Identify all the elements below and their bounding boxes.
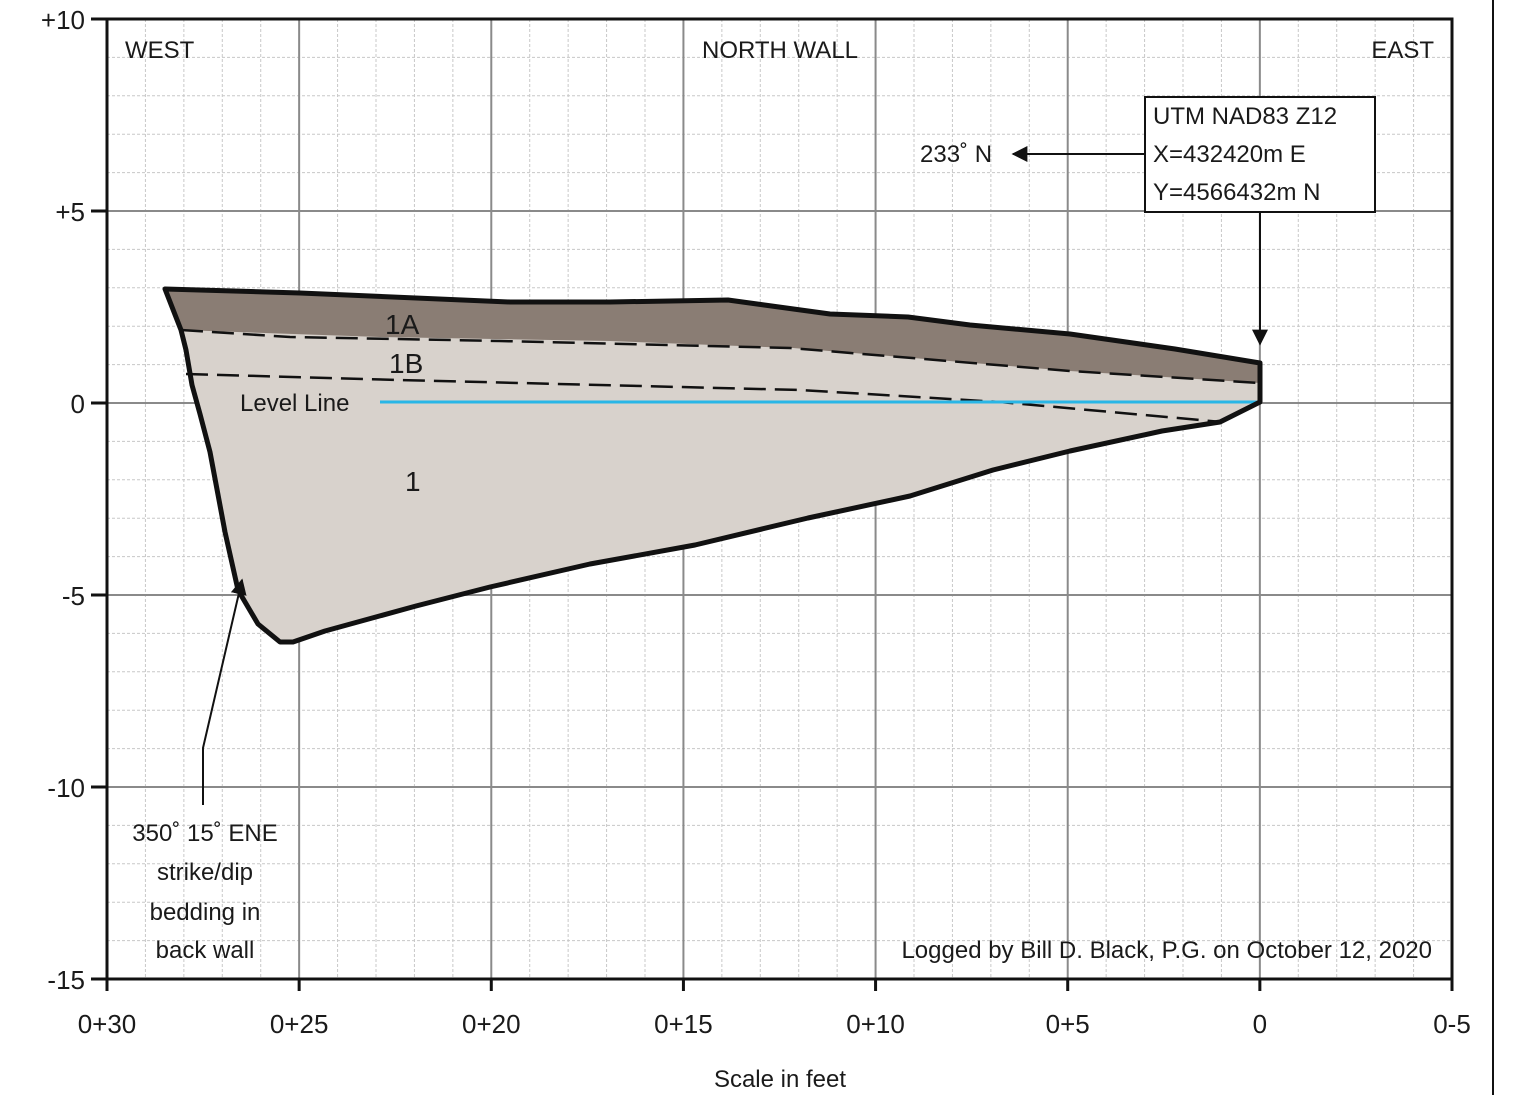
contact-1b-1 <box>185 372 1223 424</box>
unit-1a-label: 1A <box>385 309 420 340</box>
y-tick-label: -5 <box>62 581 85 611</box>
x-tick-label: 0+30 <box>78 1009 137 1039</box>
y-tick-label: -15 <box>47 965 85 995</box>
utm-line-3: Y=4566432m N <box>1153 179 1320 206</box>
y-tick-label: -10 <box>47 773 85 803</box>
logged-by-credit: Logged by Bill D. Black, P.G. on October… <box>901 937 1432 964</box>
unit-1b-label: 1B <box>389 348 423 379</box>
east-label: EAST <box>1371 37 1434 64</box>
west-label: WEST <box>125 37 195 64</box>
utm-line-2: X=432420m E <box>1153 141 1306 168</box>
x-tick-label: 0+5 <box>1046 1009 1090 1039</box>
unit-1a-polygon <box>165 289 1260 383</box>
strike-dip-line-2: strike/dip <box>157 859 253 886</box>
x-tick-label: 0+15 <box>654 1009 713 1039</box>
strike-dip-line-1: 350˚ 15˚ ENE <box>132 820 277 847</box>
trench-outline <box>162 286 1263 645</box>
x-tick-label: 0+10 <box>846 1009 905 1039</box>
y-tick-label: +5 <box>55 197 85 227</box>
bearing-label: 233˚ N <box>920 141 992 168</box>
north-wall-title: NORTH WALL <box>702 37 858 64</box>
unit-1-label: 1 <box>405 466 421 497</box>
x-axis-label: Scale in feet <box>714 1066 846 1093</box>
x-tick-label: 0-5 <box>1433 1009 1471 1039</box>
utm-line-1: UTM NAD83 Z12 <box>1153 103 1337 130</box>
x-axis-ticks: 0+30 0+25 0+20 0+15 0+10 0+5 0 0-5 <box>78 979 1471 1039</box>
strike-dip-leader <box>202 578 247 805</box>
y-tick-label: 0 <box>71 389 85 419</box>
unit-1-polygon <box>165 289 1260 642</box>
y-tick-label: +10 <box>41 5 85 35</box>
x-tick-label: 0+20 <box>462 1009 521 1039</box>
x-tick-label: 0 <box>1253 1009 1267 1039</box>
utm-box <box>1144 96 1376 213</box>
level-line-label: Level Line <box>240 390 349 417</box>
plot-frame <box>105 17 1454 981</box>
strike-dip-line-3: bedding in <box>150 899 261 926</box>
x-tick-label: 0+25 <box>270 1009 329 1039</box>
y-axis-ticks: +10 +5 0 -5 -10 -15 <box>41 5 107 995</box>
strike-dip-line-4: back wall <box>156 937 255 964</box>
